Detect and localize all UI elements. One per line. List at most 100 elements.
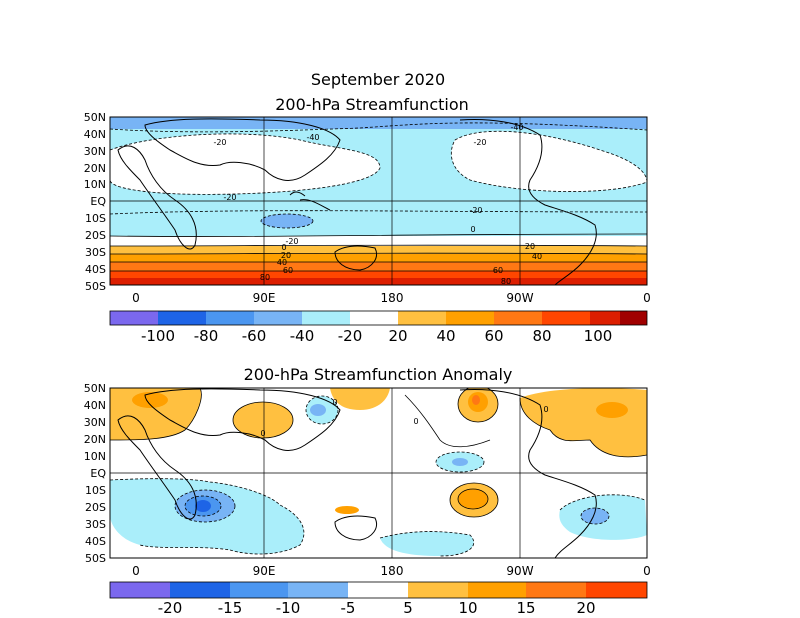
sf-band-60 <box>110 262 647 271</box>
panel1-lat-axis: 50N 40N 30N 20N 10N EQ 10S 20S 30S 40S 5… <box>84 111 107 293</box>
lon-label: 90W <box>506 564 533 578</box>
contour-label: 0 <box>543 405 548 414</box>
contour-label: -20 <box>473 138 486 147</box>
contour-label: -40 <box>510 123 523 132</box>
lon-label: 0 <box>643 291 651 305</box>
colorbar-swatch <box>494 311 542 325</box>
contour-label: 20 <box>525 242 535 251</box>
colorbar-swatch <box>170 582 230 598</box>
colorbar-swatch <box>468 582 526 598</box>
colorbar-swatch <box>586 582 647 598</box>
lat-label: 10S <box>85 212 106 225</box>
colorbar-label: -15 <box>218 599 243 617</box>
lat-label: 20N <box>84 433 106 446</box>
lat-label: 50S <box>85 280 106 293</box>
colorbar-swatch <box>398 311 446 325</box>
colorbar-swatch <box>110 311 158 325</box>
contour-label: 0 <box>413 417 418 426</box>
contour-label: 0 <box>281 243 286 252</box>
colorbar-label: 20 <box>388 327 407 345</box>
lat-label: 40S <box>85 263 106 276</box>
panel2-map <box>110 388 647 558</box>
colorbar-swatch <box>350 311 398 325</box>
colorbar-label: 15 <box>516 599 535 617</box>
colorbar-swatch <box>620 311 647 325</box>
lon-label: 90W <box>506 291 533 305</box>
anom-neg-spac <box>380 531 474 556</box>
panel1-title: 200-hPa Streamfunction <box>275 95 469 114</box>
anom-pos-japan <box>330 388 390 410</box>
contour-label: 0 <box>332 398 337 407</box>
sf-band-zero <box>110 236 647 246</box>
lat-label: EQ <box>90 467 106 480</box>
colorbar-swatch <box>158 311 206 325</box>
colorbar-label: -80 <box>194 327 219 345</box>
lat-label: 50S <box>85 552 106 565</box>
lat-label: 30N <box>84 416 106 429</box>
anom-pos-central-asia <box>233 402 293 438</box>
lon-label: 180 <box>381 564 404 578</box>
colorbar-label: -100 <box>141 327 175 345</box>
panel1-lon-axis: 0 90E 180 90W 0 <box>132 291 651 305</box>
contour-label: 0 <box>260 429 265 438</box>
sf-band-40 <box>110 254 647 262</box>
sf-band-100 <box>110 278 647 285</box>
lon-label: 0 <box>643 564 651 578</box>
contour-label: -20 <box>213 138 226 147</box>
lon-label: 0 <box>132 291 140 305</box>
lat-label: 10N <box>84 178 106 191</box>
contour-label: 0 <box>470 225 475 234</box>
lat-label: 10N <box>84 450 106 463</box>
sf-low-indian <box>261 214 313 228</box>
panel2-lat-axis: 50N 40N 30N 20N 10N EQ 10S 20S 30S 40S 5… <box>84 382 107 565</box>
contour-label: 40 <box>532 252 542 261</box>
panel1-contour-labels: -40 -20 -20 -40 -20 -20 0 -20 0 20 40 60… <box>213 123 542 286</box>
colorbar-label: 100 <box>584 327 613 345</box>
panel1-grid <box>110 117 647 285</box>
panel1-map <box>110 117 647 285</box>
colorbar-swatch <box>348 582 408 598</box>
contour-label: 80 <box>260 273 270 282</box>
colorbar-swatch <box>302 311 350 325</box>
panel1-colorbar: -100 -80 -60 -40 -20 20 40 60 80 100 <box>109 310 648 345</box>
lat-label: 30S <box>85 246 106 259</box>
lat-label: 20N <box>84 162 106 175</box>
lat-label: 10S <box>85 484 106 497</box>
lon-label: 180 <box>381 291 404 305</box>
colorbar-swatch <box>408 582 468 598</box>
colorbar-swatch <box>110 582 170 598</box>
panel2-colorbar: -20 -15 -10 -5 5 10 15 20 <box>109 581 648 617</box>
panel2-lon-axis: 0 90E 180 90W 0 <box>132 564 651 578</box>
colorbar-label: 80 <box>532 327 551 345</box>
colorbar-swatch <box>542 311 590 325</box>
lon-label: 90E <box>253 291 276 305</box>
contour-label: -20 <box>223 193 236 202</box>
colorbar-label: -5 <box>341 599 356 617</box>
colorbar-label: 40 <box>436 327 455 345</box>
colorbar-label: 20 <box>576 599 595 617</box>
sf-high-america <box>451 131 647 192</box>
sf-band-tropics <box>110 214 647 236</box>
colorbar-swatch <box>230 582 288 598</box>
colorbar-swatch <box>254 311 302 325</box>
colorbar-swatch <box>206 311 254 325</box>
lat-label: EQ <box>90 195 106 208</box>
contour-label: 20 <box>281 251 291 260</box>
lon-label: 0 <box>132 564 140 578</box>
sf-band-20 <box>110 246 647 254</box>
colorbar-label: 5 <box>403 599 413 617</box>
lat-label: 30N <box>84 145 106 158</box>
panel2-title: 200-hPa Streamfunction Anomaly <box>244 365 513 384</box>
colorbar-label: -10 <box>276 599 301 617</box>
panel2-contour-labels: 0 0 0 0 <box>260 398 548 438</box>
lat-label: 40N <box>84 399 106 412</box>
sf-high-asia <box>110 133 380 195</box>
lat-label: 40N <box>84 128 106 141</box>
lat-label: 40S <box>85 535 106 548</box>
colorbar-label: 60 <box>484 327 503 345</box>
colorbar-swatch <box>288 582 348 598</box>
lat-label: 50N <box>84 111 106 124</box>
lat-label: 50N <box>84 382 106 395</box>
contour-label: 60 <box>493 266 503 275</box>
colorbar-label: -20 <box>158 599 183 617</box>
